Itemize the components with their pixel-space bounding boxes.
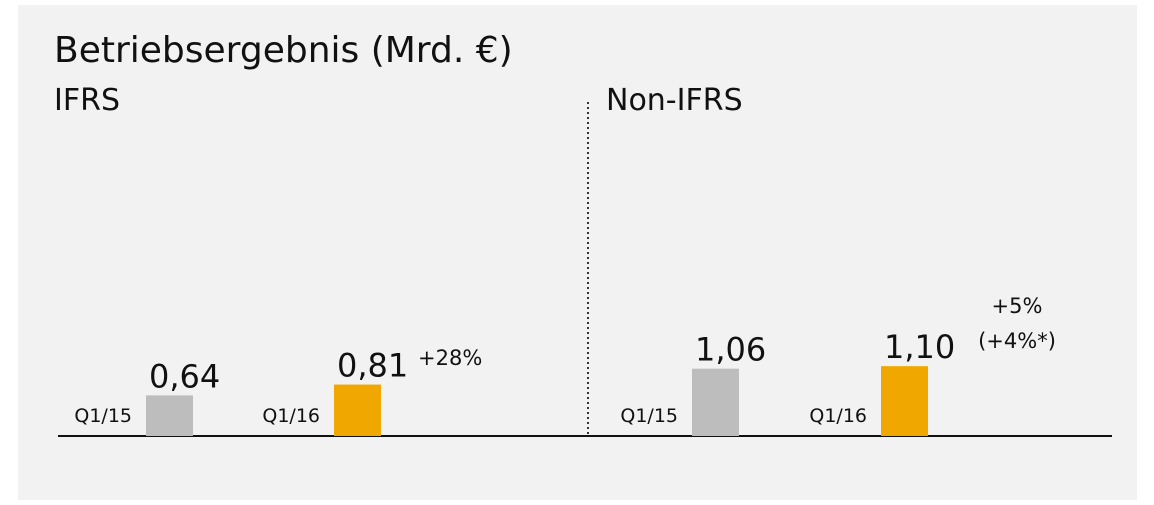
bar: [146, 395, 193, 436]
value-label: 0,81: [337, 347, 408, 385]
category-label: Q1/15: [74, 405, 132, 427]
value-label: 1,06: [695, 331, 766, 369]
background: [18, 5, 1137, 500]
annotation: +5%: [992, 294, 1043, 318]
subtitle: IFRS: [54, 83, 120, 118]
category-label: Q1/16: [809, 405, 867, 427]
subtitle: Non-IFRS: [606, 83, 743, 118]
chart-title: Betriebsergebnis (Mrd. €): [54, 30, 513, 71]
value-label: 0,64: [149, 357, 220, 395]
bar: [334, 384, 381, 436]
value-label: 1,10: [884, 328, 955, 366]
category-label: Q1/15: [620, 405, 678, 427]
bar: [881, 366, 928, 436]
bar: [692, 368, 739, 436]
annotation: (+4%*): [978, 329, 1056, 353]
category-label: Q1/16: [262, 405, 320, 427]
annotation: +28%: [418, 346, 482, 370]
